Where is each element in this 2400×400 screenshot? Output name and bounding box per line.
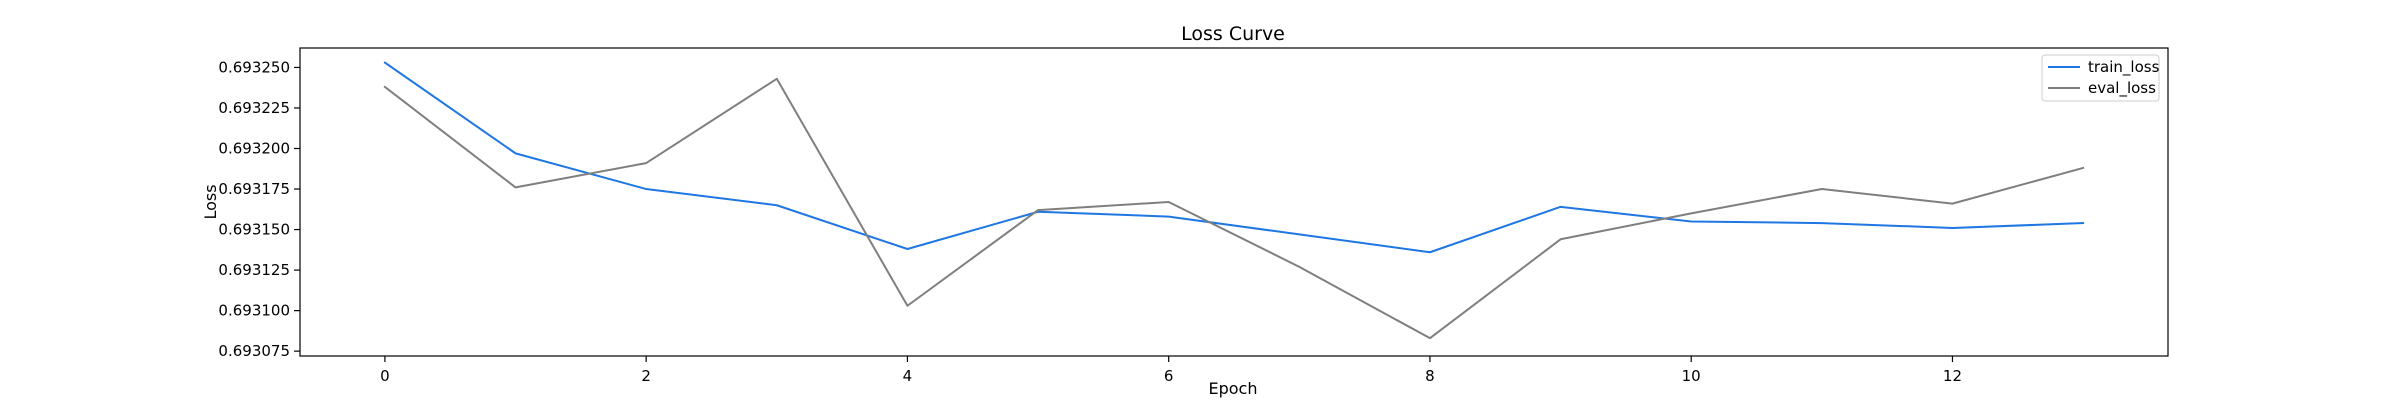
chart-title: Loss Curve: [1181, 23, 1285, 45]
plot-frame: [299, 47, 2169, 357]
legend: train_loss eval_loss: [2041, 54, 2160, 102]
y-tick-label: 0.693250: [218, 58, 290, 76]
x-tick-label: 6: [1164, 367, 1174, 385]
y-tick-label: 0.693100: [218, 302, 290, 320]
x-tick-label: 0: [380, 367, 390, 385]
x-tick-label: 4: [903, 367, 913, 385]
x-tick-label: 12: [1943, 367, 1962, 385]
y-axis-ticks: 0.693075 0.693100 0.693125 0.693150 0.693175…: [218, 58, 300, 360]
y-tick-label: 0.693225: [218, 99, 290, 117]
x-tick-label: 8: [1425, 367, 1435, 385]
series-layer: [383, 61, 2085, 340]
series-line-train-loss: [383, 61, 2085, 254]
y-tick-label: 0.693075: [218, 342, 290, 360]
y-axis-label: Loss: [201, 184, 220, 219]
x-axis-label: Epoch: [1209, 379, 1258, 398]
legend-label-eval-loss: eval_loss: [2088, 79, 2156, 98]
series-line-eval-loss: [383, 77, 2085, 340]
y-tick-label: 0.693150: [218, 221, 290, 239]
x-tick-label: 2: [641, 367, 651, 385]
y-tick-label: 0.693125: [218, 261, 290, 279]
legend-label-train-loss: train_loss: [2088, 58, 2160, 77]
x-tick-label: 10: [1682, 367, 1701, 385]
plot-area: 0 2 4 6 8 10 12 0.693075 0.693100 0.693125 0.6931…: [218, 47, 2169, 385]
x-axis-ticks: 0 2 4 6 8 10 12: [380, 356, 1962, 385]
y-tick-label: 0.693175: [218, 180, 290, 198]
y-tick-label: 0.693200: [218, 140, 290, 158]
